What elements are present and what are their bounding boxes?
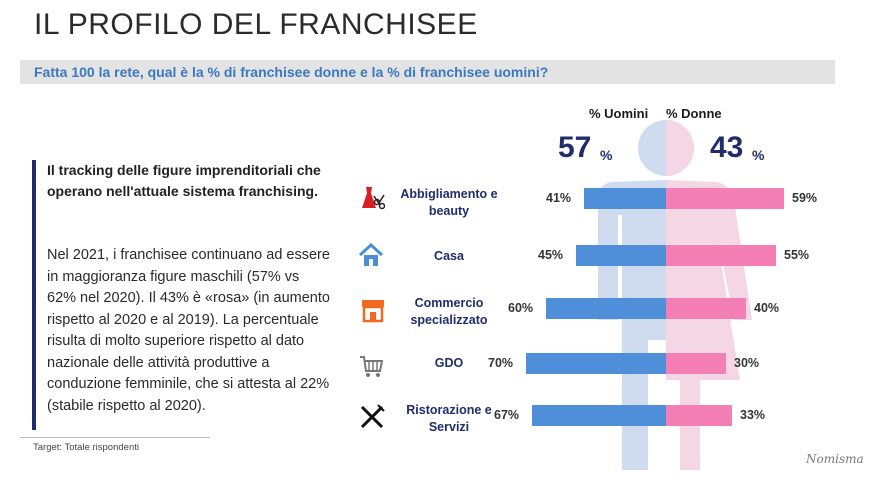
bar-men [526,353,666,374]
value-label-women: 30% [734,356,760,370]
question-band [20,60,835,84]
page-title: IL PROFILO DEL FRANCHISEE [34,8,478,41]
value-label-women: 33% [740,408,766,422]
nomisma-logo: Nomisma [806,452,864,466]
lead-text: Il tracking delle figure imprenditoriali… [47,162,321,199]
category-label: Abbigliamento e beauty [400,187,498,218]
category-label: Ristorazione e Servizi [406,403,492,434]
category-label: Casa [434,249,464,263]
bar-women [666,245,776,266]
bar-men [546,298,666,319]
bar-men [576,245,666,266]
header-men: % Uomini [589,106,649,121]
category-label: GDO [434,356,464,370]
bar-women [666,353,726,374]
accent-rule [32,160,36,430]
value-label-men: 67% [494,408,520,422]
footer-divider [20,437,210,438]
dress-scissors-icon [362,187,385,210]
bar-women [666,188,784,209]
value-label-women: 40% [754,301,780,315]
value-label-men: 70% [488,356,514,370]
bar-men [532,405,666,426]
bar-women [666,298,746,319]
total-men-unit: % [600,147,613,163]
body-text: Nel 2021, i franchisee continuano ad ess… [47,247,330,414]
total-women-value: 43 [710,131,744,164]
value-label-women: 55% [784,248,810,262]
bar-men [584,188,666,209]
value-label-men: 45% [538,248,564,262]
shopping-cart-icon [360,356,384,377]
value-label-men: 41% [546,191,572,205]
value-label-women: 59% [792,191,818,205]
total-men-value: 57 [558,131,592,164]
target-note: Target: Totale rispondenti [33,442,139,453]
bar-women [666,405,732,426]
header-women: % Donne [666,106,722,121]
house-icon [358,242,384,266]
total-women-unit: % [752,147,765,163]
value-label-men: 60% [508,301,534,315]
fork-knife-icon [360,404,385,429]
category-label: Commercio specializzato [410,296,488,327]
shop-icon [362,300,384,323]
question-text: Fatta 100 la rete, qual è la % di franch… [34,64,549,80]
